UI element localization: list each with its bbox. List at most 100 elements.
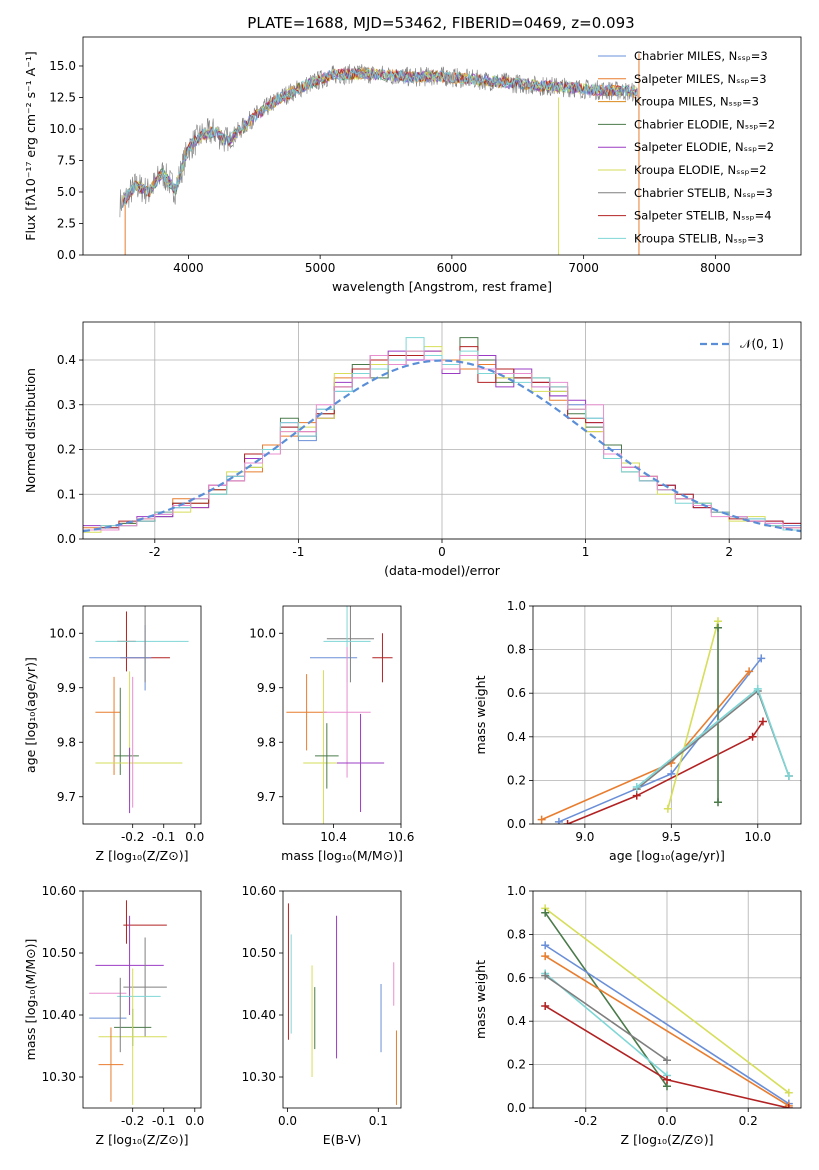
legend-entry: Kroupa ELODIE, Nₛₛₚ=2 [634,163,767,177]
y-tick-label: 1.0 [507,884,526,898]
axes-frame [82,321,802,540]
y-tick-label: 0.0 [57,532,76,546]
plot-area [83,337,801,533]
panel-1: 4000 5000 6000 7000 8000 0.0 2.5 5.0 7.5 10.0 12.5… [23,36,802,294]
legend-entry: Chabrier MILES, Nₛₛₚ=3 [634,49,768,63]
x-tick-label: 10.0 [744,830,771,844]
y-tick-label: 10.50 [42,946,76,960]
x-tick-label: 0 [438,545,446,559]
legend-entry: Kroupa STELIB, Nₛₛₚ=3 [634,231,764,245]
x-tick-label: 8000 [700,261,731,275]
series-kroupa-elodie [667,621,719,809]
x-tick-label: 9.5 [662,830,681,844]
data-point [554,817,563,824]
x-axis-label: E(B-V) [323,1132,362,1147]
y-tick-label: 7.5 [57,153,76,167]
legend-entry: Salpeter ELODIE, Nₛₛₚ=2 [634,140,774,154]
data-point [537,815,546,824]
data-point [663,1056,671,1065]
data-point [541,941,550,950]
plot-area [119,53,640,255]
y-tick-label: 0.8 [507,927,526,941]
x-tick-label: 0.0 [657,1114,676,1128]
data-point [632,782,641,791]
series-chabrier-elodie [544,912,668,1087]
x-tick-label: 6000 [437,261,468,275]
legend-entry: Chabrier ELODIE, Nₛₛₚ=2 [634,117,775,131]
x-tick-label: -2 [149,545,161,559]
y-tick-label: 0.1 [57,487,76,501]
y-tick-label: 10.60 [42,884,76,898]
data-point [541,1002,550,1011]
data-point [541,908,550,917]
y-tick-label: 0.4 [507,730,526,744]
y-tick-label: 1.0 [507,599,526,613]
legend-entry: 𝒩(0, 1) [740,337,784,351]
plot-area [89,606,189,814]
axes-frame [282,890,402,1109]
data-point [667,769,676,778]
figure-title: PLATE=1688, MJD=53462, FIBERID=0469, z=0… [247,14,634,32]
x-axis-label: Z [log₁₀(Z/Z⊙)] [96,1132,189,1147]
y-tick-label: 10.0 [49,626,76,640]
model-spectrum [122,68,637,208]
axes-frame [532,605,802,825]
series-kroupa-stelib [636,687,790,788]
y-axis-label: mass weight [473,960,488,1039]
data-point [784,1104,793,1108]
y-tick-label: 10.30 [242,1070,276,1084]
x-tick-label: -0.2 [121,1114,144,1128]
y-tick-label: 10.50 [242,946,276,960]
y-tick-label: 0.4 [507,1014,526,1028]
y-tick-label: 9.7 [257,790,276,804]
plot-area [537,617,793,824]
data-point [745,667,754,676]
data-point [784,1088,793,1097]
legend-entry: Kroupa MILES, Nₛₛₚ=3 [634,95,759,109]
axes-frame [82,36,802,256]
plot-area [541,904,793,1108]
x-axis-label: age [log₁₀(age/yr)] [609,848,725,863]
x-axis-label: wavelength [Angstrom, rest frame] [332,279,552,294]
y-axis-label: age [log₁₀(age/yr)] [23,657,38,773]
y-tick-label: 10.0 [249,626,276,640]
x-axis-label: Z [log₁₀(Z/Z⊙)] [96,848,189,863]
y-tick-label: 12.5 [49,90,76,104]
legend-entry: Salpeter STELIB, Nₛₛₚ=4 [634,209,772,223]
panel-8: -0.2 0.0 0.2 0.0 0.2 0.4 0.6 0.8 1.0 Z [log₁₀(Z/Z… [473,884,802,1147]
panel-3: -0.2 -0.1 0.0 9.7 9.8 9.9 10.0 Z [log₁₀(Z/Z⊙)] a… [23,605,204,863]
x-tick-label: 4000 [173,261,204,275]
series-chabrier-miles [558,657,762,823]
y-tick-label: 5.0 [57,185,76,199]
axes-frame [282,605,402,825]
y-tick-label: 10.0 [49,122,76,136]
x-tick-label: -0.1 [152,1114,175,1128]
y-tick-label: 0.8 [507,643,526,657]
legend: Chabrier MILES, Nₛₛₚ=3 Salpeter MILES, Nₛ… [598,49,775,245]
series-chabrier-stelib [544,974,668,1061]
y-tick-label: 0.0 [57,248,76,262]
data-point [663,804,672,813]
x-tick-label: -0.2 [574,1114,597,1128]
axes-frame [82,605,202,825]
y-tick-label: 0.0 [507,817,526,831]
observed-spectrum [119,64,640,218]
x-axis-label: mass [log₁₀(M/M⊙)] [281,848,403,863]
data-point [714,623,723,632]
axes-frame [82,890,202,1109]
x-tick-label: 10.6 [388,830,415,844]
y-tick-label: 0.3 [57,398,76,412]
y-tick-label: 15.0 [49,59,76,73]
x-tick-label: 0.0 [278,1114,297,1128]
series-chabrier-stelib [636,689,790,790]
x-tick-label: 0.1 [369,1114,388,1128]
data-point [714,798,723,807]
y-tick-label: 9.7 [57,790,76,804]
plot-area [287,903,397,1105]
x-axis-label: Z [log₁₀(Z/Z⊙)] [621,1132,714,1147]
y-tick-label: 9.9 [57,681,76,695]
y-tick-label: 9.8 [257,735,276,749]
y-tick-label: 0.4 [57,353,76,367]
x-axis-label: (data-model)/error [384,563,501,578]
